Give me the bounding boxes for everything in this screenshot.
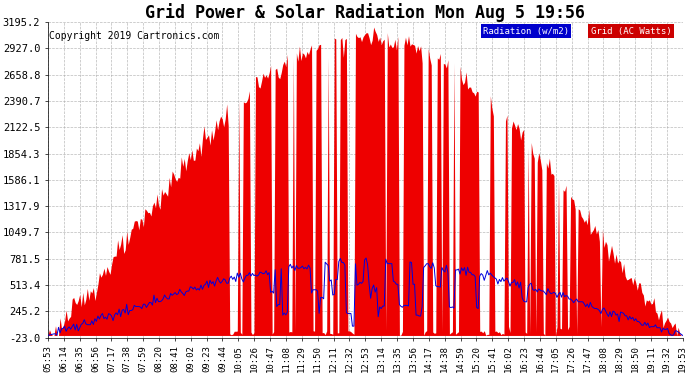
Text: Copyright 2019 Cartronics.com: Copyright 2019 Cartronics.com: [49, 32, 219, 41]
Text: Radiation (w/m2): Radiation (w/m2): [483, 27, 569, 36]
Title: Grid Power & Solar Radiation Mon Aug 5 19:56: Grid Power & Solar Radiation Mon Aug 5 1…: [146, 3, 585, 22]
Text: Grid (AC Watts): Grid (AC Watts): [591, 27, 671, 36]
